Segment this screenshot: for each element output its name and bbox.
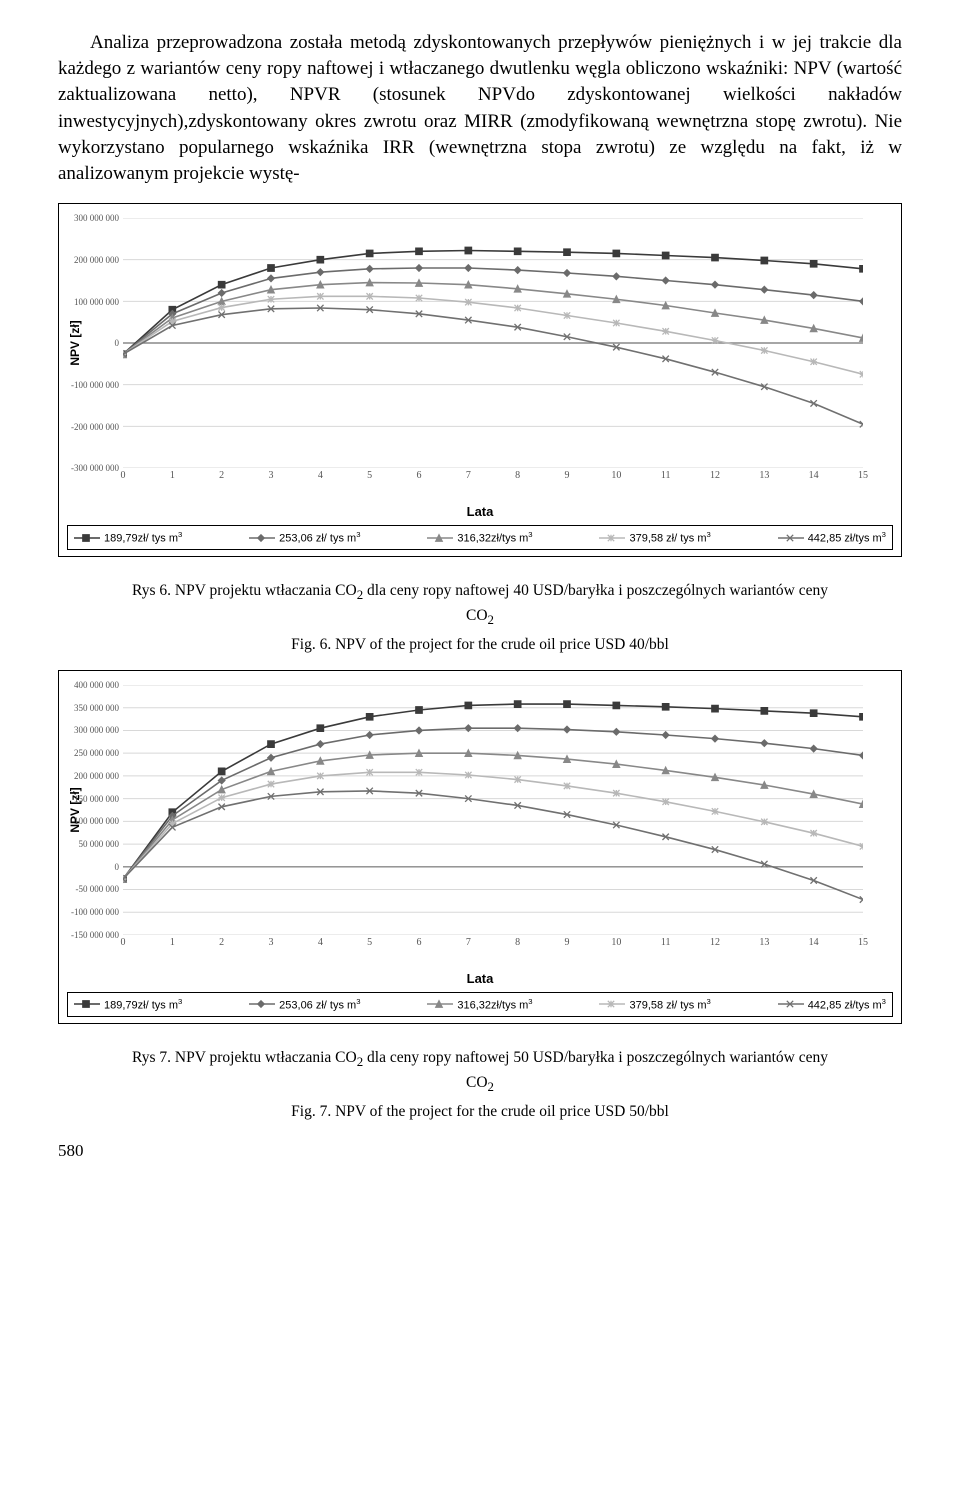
legend-item: 316,32zł/tys m3 bbox=[427, 530, 532, 545]
caption-1-en: Fig. 6. NPV of the project for the crude… bbox=[58, 636, 902, 654]
legend-item: 442,85 zł/tys m3 bbox=[778, 530, 886, 545]
legend-item: 379,58 zł/ tys m3 bbox=[599, 530, 710, 545]
chart-1-svg bbox=[123, 218, 863, 468]
caption-2-pl: Rys 7. NPV projektu wtłaczania CO2 dla c… bbox=[58, 1046, 902, 1097]
chart-2-plot: NPV [zł] -150 000 000-100 000 000-50 000… bbox=[123, 685, 883, 935]
caption-2-en: Fig. 7. NPV of the project for the crude… bbox=[58, 1103, 902, 1121]
chart-2-legend: 189,79zł/ tys m3 253,06 zł/ tys m3 316,3… bbox=[67, 992, 893, 1017]
legend-item: 442,85 zł/tys m3 bbox=[778, 997, 886, 1012]
chart-2-box: NPV [zł] -150 000 000-100 000 000-50 000… bbox=[58, 670, 902, 1024]
caption-1-pl: Rys 6. NPV projektu wtłaczania CO2 dla c… bbox=[58, 579, 902, 630]
chart-1-xlabel: Lata bbox=[67, 504, 893, 519]
legend-item: 189,79zł/ tys m3 bbox=[74, 997, 182, 1012]
page-number: 580 bbox=[58, 1141, 902, 1161]
legend-item: 253,06 zł/ tys m3 bbox=[249, 997, 360, 1012]
chart-1-box: NPV [zł] -300 000 000-200 000 000-100 00… bbox=[58, 203, 902, 557]
legend-item: 379,58 zł/ tys m3 bbox=[599, 997, 710, 1012]
legend-item: 253,06 zł/ tys m3 bbox=[249, 530, 360, 545]
legend-item: 316,32zł/tys m3 bbox=[427, 997, 532, 1012]
chart-1-plot: NPV [zł] -300 000 000-200 000 000-100 00… bbox=[123, 218, 883, 468]
chart-2-xlabel: Lata bbox=[67, 971, 893, 986]
chart-2-svg bbox=[123, 685, 863, 935]
paragraph-text: Analiza przeprowadzona została metodą zd… bbox=[58, 30, 902, 187]
chart-1-legend: 189,79zł/ tys m3 253,06 zł/ tys m3 316,3… bbox=[67, 525, 893, 550]
legend-item: 189,79zł/ tys m3 bbox=[74, 530, 182, 545]
